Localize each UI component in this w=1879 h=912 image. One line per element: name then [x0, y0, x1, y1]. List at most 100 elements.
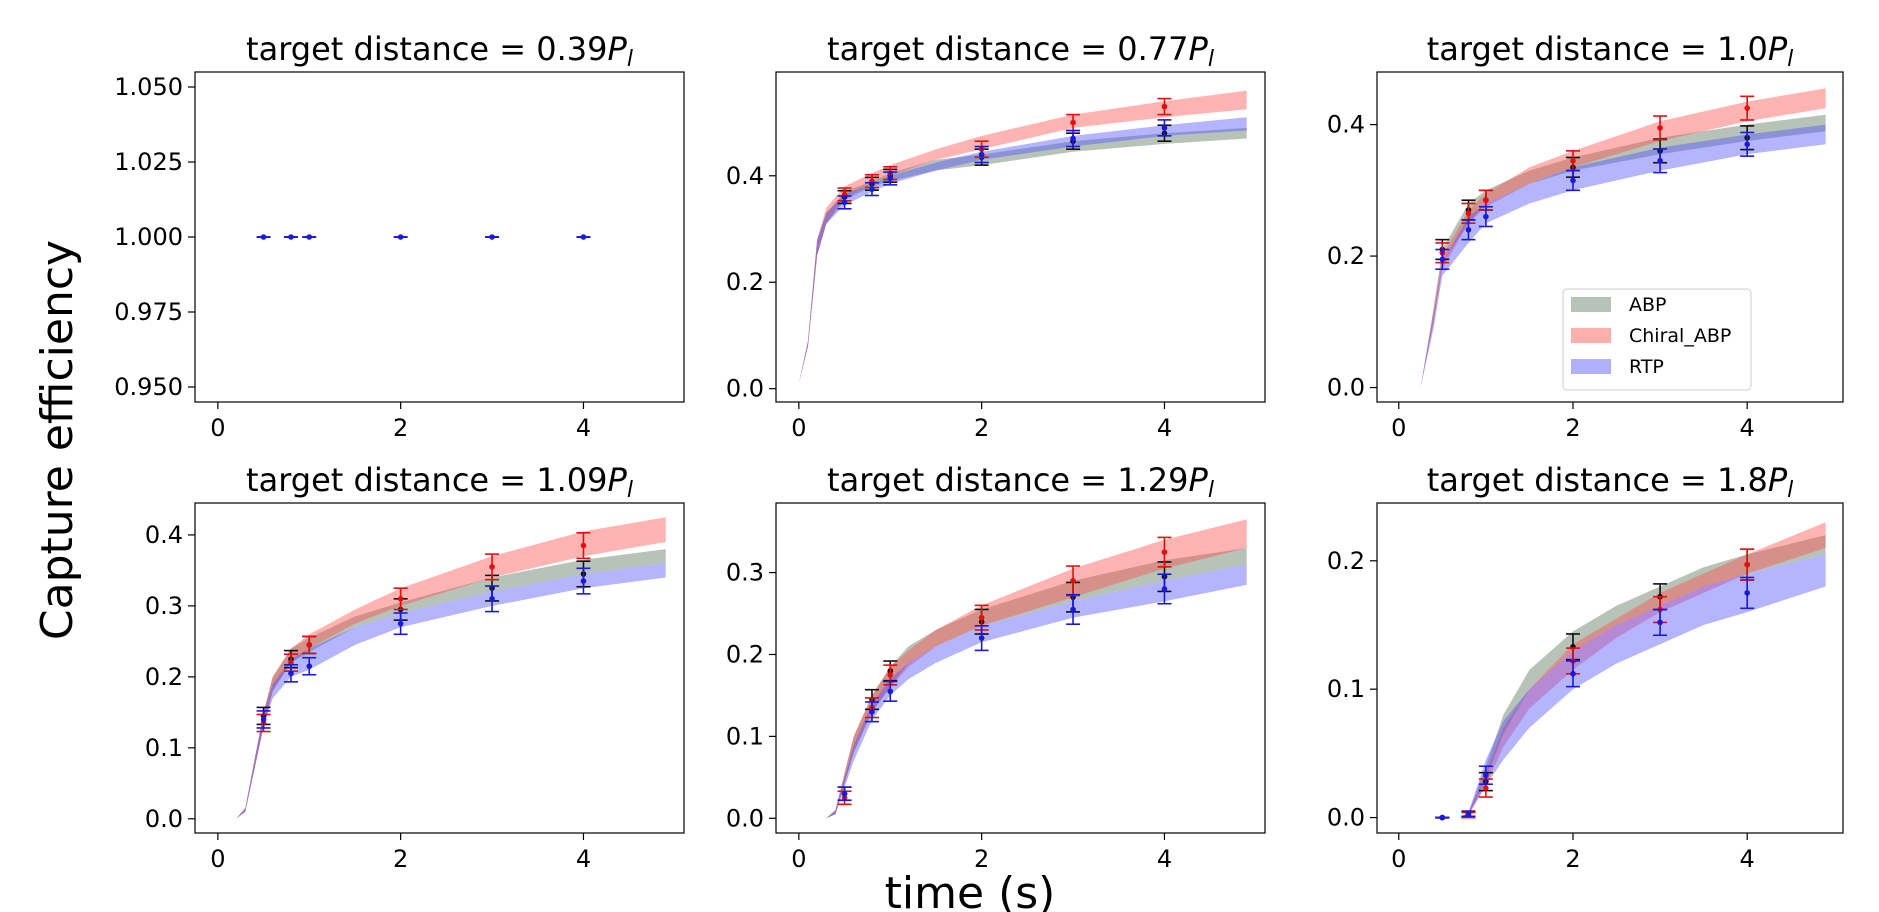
- point-rtp: [260, 716, 267, 723]
- y-axis-label: Capture efficiency: [32, 240, 83, 640]
- point-rtp: [1161, 586, 1168, 592]
- point-rtp: [869, 709, 875, 715]
- point-rtp: [869, 186, 875, 192]
- point-rtp: [260, 234, 267, 240]
- point-rtp: [978, 635, 985, 641]
- x-axis-label: time (s): [885, 868, 1056, 912]
- band-chiral-abp: [1459, 522, 1826, 818]
- point-rtp: [1744, 590, 1750, 596]
- y-tick-label: 0.2: [1327, 242, 1365, 270]
- point-rtp: [1439, 256, 1446, 263]
- point-rtp: [306, 234, 313, 240]
- plot-area: [1411, 88, 1826, 388]
- point-chiral-abp: [489, 564, 495, 570]
- axes-frame: [1376, 71, 1844, 403]
- legend-label: RTP: [1629, 356, 1664, 378]
- point-rtp: [397, 234, 404, 240]
- point-rtp: [306, 663, 313, 670]
- x-tick-label: 0: [210, 845, 225, 873]
- band-rtp: [1459, 554, 1826, 818]
- point-rtp: [489, 234, 495, 240]
- x-tick-label: 0: [791, 414, 806, 442]
- axes-frame: [775, 502, 1266, 834]
- x-tick-label: 0: [791, 845, 806, 873]
- band-chiral-abp: [826, 519, 1247, 819]
- point-chiral-abp: [397, 596, 404, 602]
- plot-area: [256, 234, 591, 240]
- point-chiral-abp: [1161, 103, 1168, 110]
- point-chiral-abp: [1570, 157, 1576, 164]
- point-rtp: [1657, 619, 1663, 626]
- panel-3: 0 2 4 0.0 0.2 0.4 target distance = 1.0Pl: [1327, 30, 1844, 442]
- y-tick-label: 0.3: [145, 592, 183, 620]
- x-tick-label: 4: [576, 414, 591, 442]
- x-tick-label: 4: [1740, 845, 1755, 873]
- band-abp: [826, 548, 1247, 819]
- x-tick-label: 0: [1391, 845, 1406, 873]
- x-tick-label: 2: [393, 845, 408, 873]
- point-rtp: [580, 234, 587, 240]
- point-rtp: [887, 688, 894, 695]
- x-tick-label: 0: [1391, 414, 1406, 442]
- x-tick-label: 0: [210, 414, 225, 442]
- panel-6: 0 2 4 0.0 0.1 0.2 target distance = 1.8Pl: [1327, 461, 1844, 873]
- point-rtp: [1744, 141, 1750, 148]
- y-tick-label: 0.4: [726, 162, 764, 190]
- y-tick-label: 0.1: [145, 734, 183, 762]
- band-chiral-abp: [236, 517, 666, 819]
- y-tick-label: 0.1: [726, 722, 764, 750]
- point-rtp: [1570, 177, 1576, 184]
- panel-title: target distance = 1.29Pl: [827, 461, 1214, 503]
- y-tick-label: 1.050: [114, 73, 183, 101]
- point-rtp: [841, 199, 848, 206]
- legend-label: ABP: [1629, 294, 1667, 316]
- point-rtp: [1465, 810, 1472, 817]
- x-tick-label: 4: [1157, 845, 1172, 873]
- point-rtp: [489, 596, 495, 602]
- panel-title: target distance = 0.77Pl: [827, 30, 1214, 72]
- point-chiral-abp: [1161, 549, 1168, 555]
- panel-title: target distance = 1.09Pl: [246, 461, 633, 503]
- y-tick-label: 0.0: [145, 805, 183, 833]
- point-rtp: [1570, 670, 1576, 677]
- band-rtp: [236, 563, 666, 819]
- point-chiral-abp: [1465, 210, 1472, 217]
- band-rtp: [826, 564, 1247, 819]
- point-chiral-abp: [887, 672, 894, 678]
- axes-frame: [194, 502, 685, 834]
- point-rtp: [1070, 606, 1076, 613]
- x-tick-label: 4: [576, 845, 591, 873]
- point-rtp: [887, 175, 894, 182]
- x-tick-label: 2: [974, 414, 989, 442]
- axes-frame: [1376, 502, 1844, 834]
- panel-4: 0 2 4 0.0 0.1 0.2 0.3 0.4 target distance = 1.09…: [145, 461, 685, 873]
- plot-area: [236, 517, 666, 819]
- legend-label: Chiral_ABP: [1629, 325, 1731, 347]
- y-tick-label: 0.1: [1327, 675, 1365, 703]
- panel-title: target distance = 0.39Pl: [246, 30, 633, 72]
- point-chiral-abp: [306, 642, 313, 648]
- x-tick-label: 4: [1740, 414, 1755, 442]
- plot-area: [798, 90, 1247, 384]
- y-tick-label: 0.975: [114, 298, 183, 326]
- y-tick-label: 1.025: [114, 148, 183, 176]
- panel-2: 0 2 4 0.0 0.2 0.4 target distance = 0.77Pl: [726, 30, 1266, 442]
- y-tick-label: 0.0: [1327, 374, 1365, 402]
- plot-area: [1435, 522, 1826, 821]
- band-rtp: [1411, 124, 1826, 388]
- point-chiral-abp: [1744, 561, 1750, 568]
- y-tick-label: 0.2: [726, 640, 764, 668]
- y-tick-label: 0.4: [1327, 111, 1365, 139]
- y-tick-label: 0.950: [114, 373, 183, 401]
- band-chiral-abp: [798, 90, 1247, 384]
- band-chiral-abp: [1411, 88, 1826, 388]
- point-rtp: [1483, 772, 1489, 779]
- y-tick-label: 1.000: [114, 223, 183, 251]
- x-tick-label: 4: [1157, 414, 1172, 442]
- y-tick-label: 0.0: [1327, 804, 1365, 832]
- band-abp: [798, 127, 1247, 384]
- point-rtp: [580, 578, 587, 584]
- point-rtp: [288, 670, 294, 677]
- legend-swatch-rtp: [1571, 359, 1611, 374]
